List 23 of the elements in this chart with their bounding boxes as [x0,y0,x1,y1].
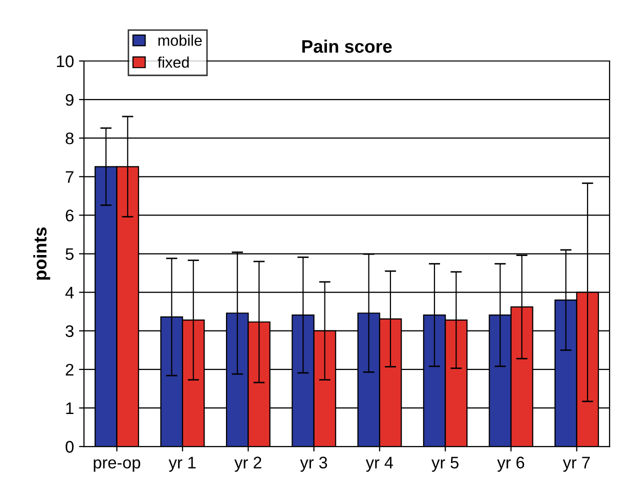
y-tick-label: 8 [66,132,74,144]
x-tick-label: yr 7 [562,456,590,472]
x-tick-label: pre-op [94,459,140,472]
y-axis-title: points [33,227,50,280]
x-tick-label: yr 6 [497,456,524,472]
x-tick-label: yr 4 [366,456,394,472]
y-tick-label: 4 [65,286,74,298]
y-tick-label: 6 [66,210,74,222]
y-tick-label: 10 [56,55,74,68]
y-tick-label: 2 [66,364,74,376]
legend-label: fixed [158,56,189,68]
x-tick-label: yr 2 [234,456,262,472]
x-tick-label: yr 1 [168,456,196,472]
x-tick-label: yr 3 [300,456,328,472]
y-tick-label: 9 [66,94,74,106]
y-tick-label: 0 [66,440,74,453]
y-tick-label: 7 [66,171,74,183]
x-tick-label: yr 5 [431,456,459,472]
chart-title: Pain score [302,40,392,53]
y-tick-label: 1 [66,402,74,414]
legend-label: mobile [158,34,202,46]
y-tick-label: 5 [66,248,74,260]
y-tick-label: 3 [66,325,74,338]
